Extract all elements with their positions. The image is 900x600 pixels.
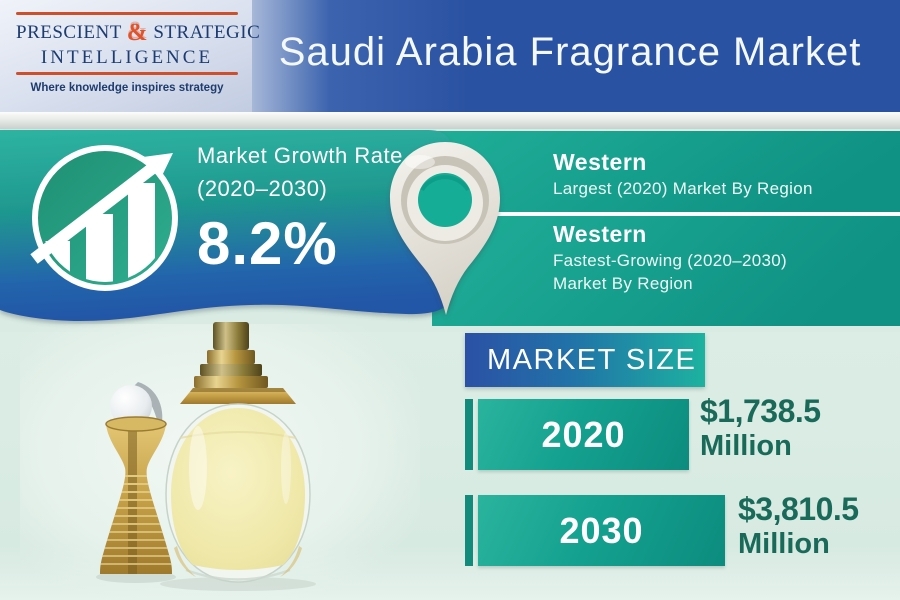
bar-accent-stub [465,495,473,566]
value-unit: Million [700,430,792,462]
region-item-fastest: Western Fastest-Growing (2020–2030) Mark… [553,220,787,295]
band-graphics [0,130,900,326]
growth-label-line1: Market Growth Rate [197,143,403,168]
region-desc-line2: Market By Region [553,274,693,293]
market-size-row-2030: 2030 [465,495,725,566]
growth-chart-icon [30,145,178,291]
perfume-bottles-image [96,322,316,591]
logo-name-left: PRESCIENT [16,22,122,43]
logo-name-line2: INTELLIGENCE [40,47,214,68]
page-title: Saudi Arabia Fragrance Market [278,30,862,74]
logo-name-right: STRATEGIC [153,22,261,43]
logo-tagline: Where knowledge inspires strategy [30,82,224,94]
region-bars [432,131,900,326]
region-desc: Largest (2020) Market By Region [553,179,813,198]
market-size-value-2020: $1,738.5 Million [700,392,821,462]
market-size-row-2020: 2020 [465,399,689,470]
growth-label-line2: (2020–2030) [197,176,328,201]
year-bar-2030: 2030 [478,495,725,566]
region-item-largest: Western Largest (2020) Market By Region [553,148,813,200]
market-size-heading: MARKET SIZE [465,333,705,387]
value-amount: $1,738.5 [700,393,821,429]
bottle-shadow [160,577,316,591]
perfume-bottle [165,322,311,583]
year-bar-2020: 2020 [478,399,689,470]
market-size-value-2030: $3,810.5 Million [738,490,859,560]
highlights-band: Market Growth Rate (2020–2030) 8.2% West… [0,129,900,332]
company-logo: PRESCIENT & STRATEGIC INTELLIGENCE Where… [0,0,260,112]
logo-rule-top [16,12,238,15]
header-divider-strip [0,112,900,129]
growth-rate-block: Market Growth Rate (2020–2030) 8.2% [197,139,403,275]
region-desc-line1: Fastest-Growing (2020–2030) [553,251,787,270]
bar-accent-stub [465,399,473,470]
value-amount: $3,810.5 [738,491,859,527]
flame-ampersand-icon: & [126,19,149,46]
growth-rate-value: 8.2% [197,210,338,277]
logo-name-line1: PRESCIENT & STRATEGIC [16,17,260,46]
region-name: Western [553,221,647,247]
map-pin-icon [390,142,500,315]
header-band: PRESCIENT & STRATEGIC INTELLIGENCE Where… [0,0,900,112]
value-unit: Million [738,528,830,560]
logo-rule-bottom [16,72,238,75]
region-name: Western [553,149,647,175]
